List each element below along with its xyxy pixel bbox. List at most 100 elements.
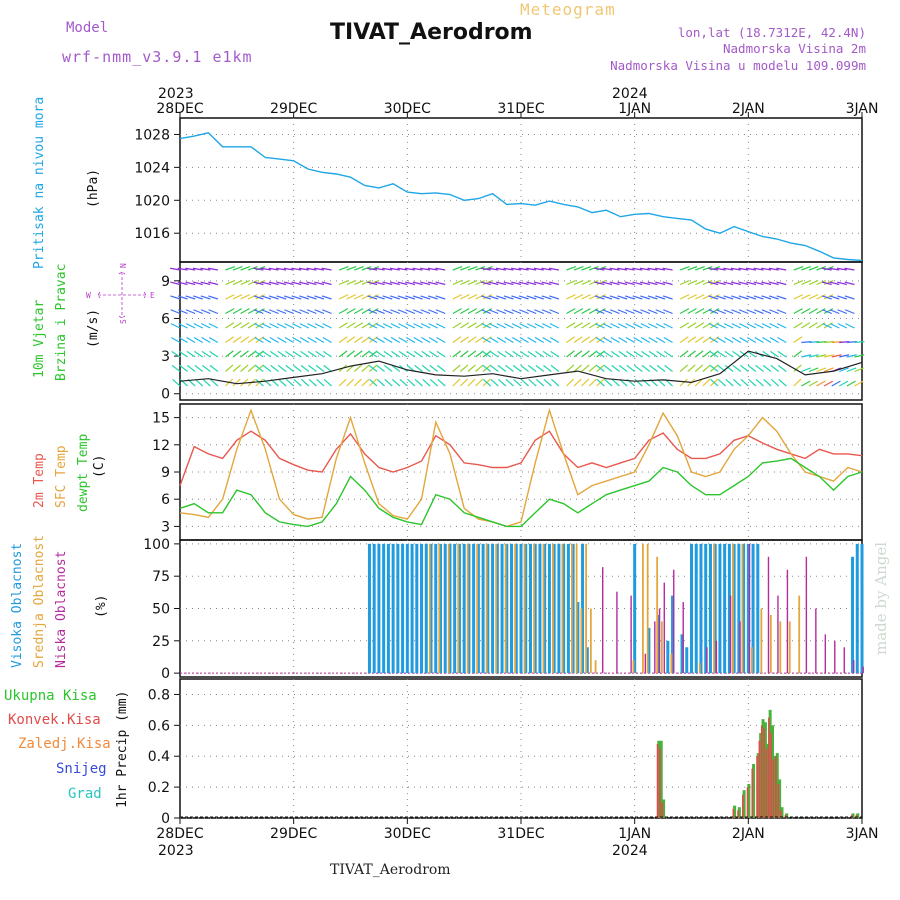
wind-arrow [194, 350, 204, 358]
low-cloud-bar [777, 595, 779, 674]
legend-frozen-precip: Zaledj.Kisa [18, 736, 111, 752]
wind-arrow [708, 267, 719, 271]
high-cloud-bar [585, 647, 589, 674]
wind-arrow [291, 295, 302, 300]
wind-arrow [702, 266, 713, 271]
wind-arrow [186, 350, 196, 358]
wind-arrow [490, 378, 499, 387]
elevation-label: Nadmorska Visina 2m [723, 41, 866, 56]
wind-arrow [412, 281, 423, 286]
wind-arrow [747, 350, 757, 358]
wind-arrow [460, 266, 470, 271]
wind-arrow [687, 308, 697, 315]
wind-arrow [511, 295, 522, 300]
wind-arrow [632, 281, 643, 286]
wind-arrow [625, 336, 635, 344]
high-cloud-bar [633, 543, 637, 674]
wind-arrow [420, 295, 431, 300]
wind-arrow [768, 295, 779, 300]
wind-arrow [495, 281, 506, 286]
wind-arrow [240, 322, 250, 329]
wind-arrow [268, 267, 279, 271]
conv-precip-bar [732, 808, 735, 818]
wind-arrow [405, 309, 416, 315]
legend-total-precip: Ukupna Kisa [4, 688, 97, 704]
wind-arrow [369, 280, 379, 286]
wind-arrow [746, 295, 757, 300]
wind-arrow [519, 323, 529, 329]
mid-cloud-bar [656, 556, 659, 674]
temperature-ytick-label: 12 [152, 438, 170, 454]
wind-arrow [247, 294, 258, 300]
wind-arrow [632, 309, 643, 315]
mid-cloud-bar [552, 543, 554, 674]
wind-arrow [255, 378, 264, 387]
wind-arrow [846, 367, 857, 373]
wind-arrow [663, 323, 673, 329]
wind-arrow [776, 323, 787, 329]
wind-arrow [428, 323, 438, 329]
wind-arrow [299, 323, 310, 329]
high-cloud-bar [581, 543, 585, 674]
wind-arrow [687, 294, 697, 300]
wind-arrow [283, 295, 294, 300]
wind-arrow [694, 364, 704, 372]
wind-arrow [475, 266, 486, 271]
wind-arrow [541, 295, 552, 300]
wind-arrow [679, 364, 689, 372]
wind-arrow [346, 294, 356, 300]
wind-arrow [299, 309, 310, 315]
wind-arrow [625, 323, 635, 329]
wind-arrow [269, 336, 279, 344]
high-cloud-bar [851, 556, 855, 674]
high-cloud-bar [562, 543, 566, 674]
conv-precip-bar [855, 814, 858, 818]
high-cloud-bar [429, 543, 433, 674]
total-precip-bar [737, 807, 741, 818]
wind-arrow [368, 364, 378, 372]
conv-precip-bar [777, 784, 780, 818]
bottom-year-mid: 2024 [612, 843, 648, 859]
high-cloud-bar [505, 543, 509, 674]
conv-precip-bar [758, 740, 761, 818]
total-precip-bar [856, 813, 860, 818]
compass-n: N [119, 263, 128, 268]
wind-arrow [695, 280, 705, 286]
wind-arrow [240, 294, 250, 300]
mid-cloud-bar [642, 543, 644, 674]
wind-arrow [480, 281, 491, 286]
wind-arrow [710, 294, 720, 300]
model-elevation-label: Nadmorska Visina u modelu 109.099m [610, 58, 866, 73]
wind-arrow [602, 309, 613, 315]
wind-arrow [632, 267, 643, 271]
wind-arrow [731, 336, 742, 344]
conv-precip-bar [772, 759, 775, 818]
wind-arrow [566, 350, 575, 358]
wind-arrow [367, 309, 378, 315]
wind-arrow [816, 280, 826, 286]
wind-arrow [801, 380, 811, 387]
wind-arrow [596, 364, 605, 372]
wind-arrow [354, 266, 364, 271]
wind-arrow [808, 322, 818, 329]
wind-ytick-label: 0 [161, 387, 170, 403]
pressure-unit: (hPa) [86, 169, 101, 208]
wind-arrow [315, 364, 325, 372]
wind-arrow [482, 364, 492, 372]
wind-arrow [405, 323, 416, 329]
total-precip-bar [768, 709, 772, 818]
mid-cloud-bar [660, 621, 663, 674]
wind-arrow [717, 378, 727, 387]
wind-arrow [753, 295, 764, 300]
mid-cloud-bar [769, 614, 772, 674]
mid-cloud-bar [670, 653, 673, 674]
wind-arrow [232, 266, 243, 271]
bottom-year-left: 2023 [158, 843, 194, 859]
wind-arrow [186, 336, 196, 344]
wind-arrow [662, 295, 673, 300]
wind-arrow [488, 267, 499, 271]
wind-arrow [240, 266, 251, 271]
wind-arrow [283, 281, 294, 286]
wind-arrow [731, 323, 742, 329]
wind-arrow [322, 336, 332, 344]
